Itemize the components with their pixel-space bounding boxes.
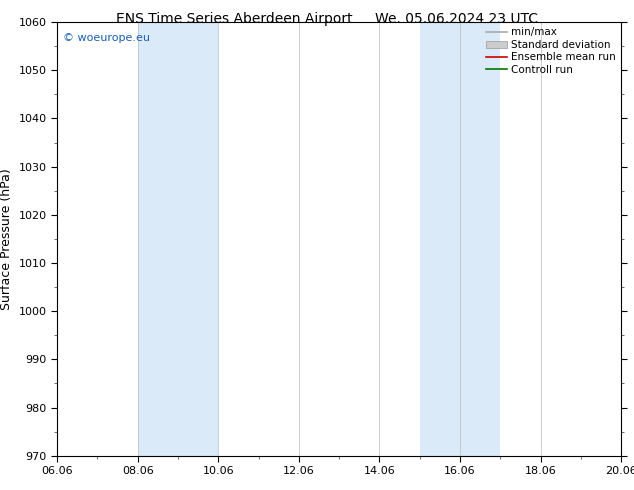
- Text: © woeurope.eu: © woeurope.eu: [63, 33, 150, 43]
- Text: We. 05.06.2024 23 UTC: We. 05.06.2024 23 UTC: [375, 12, 538, 26]
- Y-axis label: Surface Pressure (hPa): Surface Pressure (hPa): [0, 168, 13, 310]
- Bar: [420, 22, 500, 456]
- Legend: min/max, Standard deviation, Ensemble mean run, Controll run: min/max, Standard deviation, Ensemble me…: [484, 25, 618, 77]
- Text: ENS Time Series Aberdeen Airport: ENS Time Series Aberdeen Airport: [116, 12, 353, 26]
- Bar: [138, 22, 218, 456]
